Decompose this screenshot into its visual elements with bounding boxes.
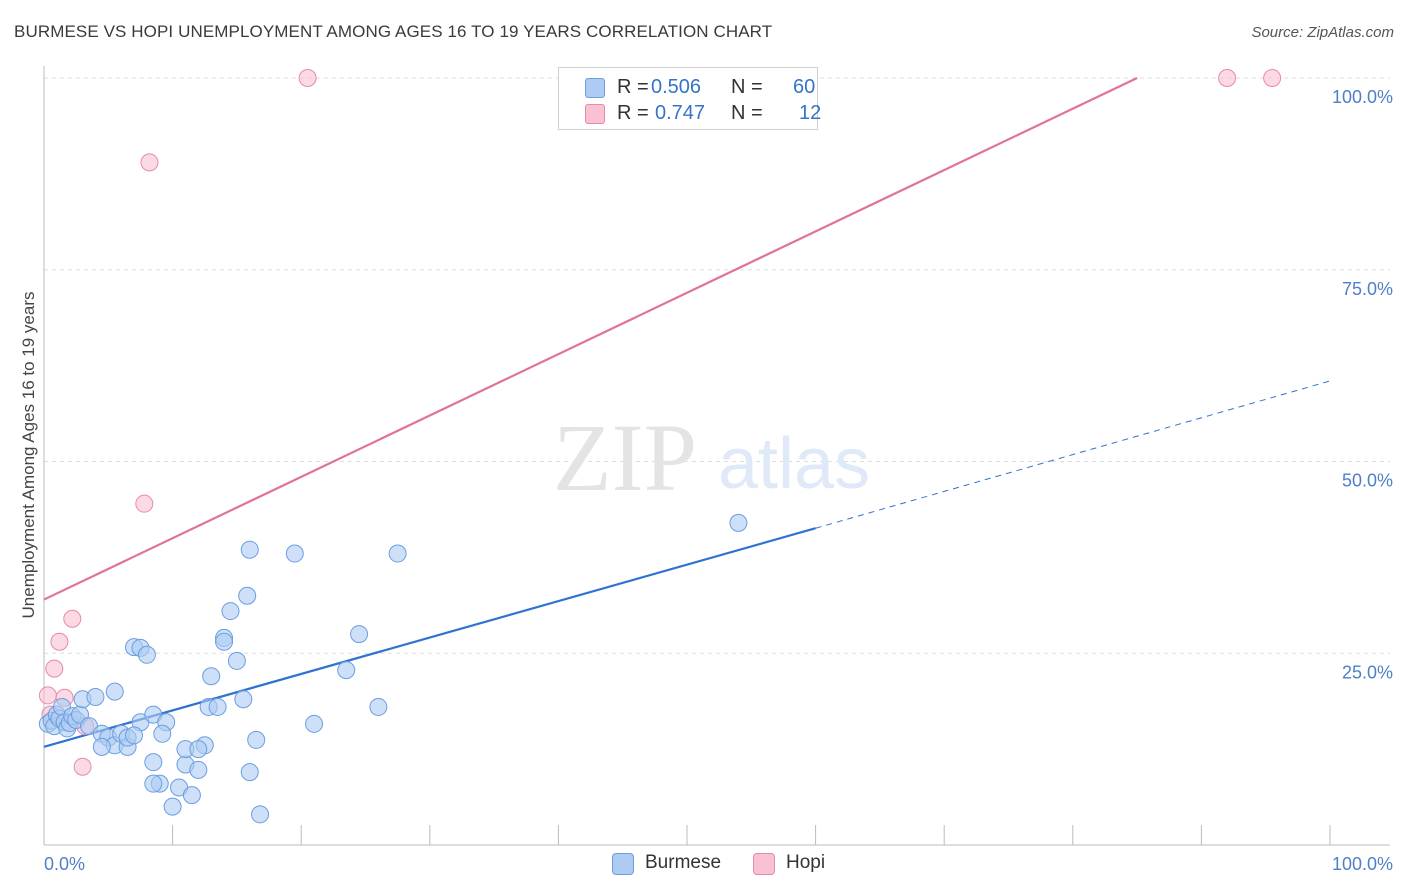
burmese-point	[238, 586, 257, 605]
hopi-trend-line	[43, 77, 1138, 601]
hopi-point	[63, 609, 82, 628]
burmese-point	[285, 544, 304, 563]
points-layer	[38, 69, 1282, 824]
legend-r-label: R =	[617, 102, 649, 124]
burmese-point	[240, 540, 259, 559]
burmese-point	[182, 786, 201, 805]
bottom-legend-swatch-hopi	[753, 853, 775, 875]
x-tick-label: 0.0%	[44, 854, 85, 874]
hopi-point	[298, 69, 317, 87]
burmese-point	[137, 645, 156, 664]
source-label: Source: ZipAtlas.com	[1251, 24, 1394, 41]
correlation-legend: R = 0.506 N = 60 R = 0.747 N = 12	[558, 67, 822, 130]
legend-n-value-hopi: 12	[799, 102, 822, 124]
burmese-point	[350, 625, 369, 644]
burmese-point	[240, 763, 259, 782]
legend-r-value-burmese: 0.506	[651, 76, 702, 98]
burmese-trend-extension	[815, 380, 1331, 529]
burmese-point	[227, 651, 246, 670]
chart-title: BURMESE VS HOPI UNEMPLOYMENT AMONG AGES …	[14, 22, 773, 41]
watermark-zip: ZIP	[553, 404, 697, 511]
burmese-point	[221, 602, 240, 621]
burmese-point	[247, 730, 266, 749]
grid-layer	[44, 77, 1390, 654]
hopi-point	[1263, 69, 1282, 87]
hopi-point	[140, 153, 159, 172]
burmese-point	[86, 687, 105, 706]
burmese-point	[189, 740, 208, 759]
burmese-point	[144, 774, 163, 793]
y-axis-label: Unemployment Among Ages 16 to 19 years	[19, 291, 38, 619]
watermark: ZIP atlas	[553, 404, 870, 511]
burmese-point	[234, 690, 253, 709]
hopi-point	[1218, 69, 1237, 87]
axes-layer	[43, 66, 1390, 846]
burmese-point	[251, 805, 270, 824]
trend-layer	[43, 77, 1331, 748]
burmese-point	[215, 632, 234, 651]
burmese-point	[105, 682, 124, 701]
legend-n-value-burmese: 60	[793, 76, 816, 98]
burmese-trend-line	[43, 527, 816, 748]
y-tick-label: 75.0%	[1342, 279, 1393, 299]
legend-r-value-hopi: 0.747	[655, 102, 706, 124]
x-tick-label: 100.0%	[1332, 854, 1393, 874]
burmese-point	[125, 726, 144, 745]
burmese-point	[305, 714, 324, 733]
burmese-point	[369, 697, 388, 716]
burmese-point	[337, 661, 356, 680]
legend-swatch-burmese	[585, 78, 605, 98]
hopi-point	[73, 757, 92, 776]
legend-swatch-hopi	[585, 104, 605, 124]
tick-labels: 25.0% 50.0% 75.0% 100.0% 0.0% 100.0%	[44, 87, 1393, 874]
burmese-point	[729, 513, 748, 532]
y-tick-label: 25.0%	[1342, 662, 1393, 682]
watermark-atlas: atlas	[718, 424, 870, 504]
hopi-point	[135, 494, 154, 513]
y-tick-label: 100.0%	[1332, 87, 1393, 107]
burmese-point	[92, 737, 111, 756]
burmese-point	[202, 667, 221, 686]
burmese-point	[189, 760, 208, 779]
burmese-point	[388, 544, 407, 563]
burmese-point	[153, 724, 172, 743]
y-tick-label: 50.0%	[1342, 471, 1393, 491]
bottom-legend-label-hopi: Hopi	[786, 852, 826, 873]
hopi-point	[38, 686, 57, 705]
legend-n-label: N =	[731, 102, 763, 124]
burmese-point	[208, 697, 227, 716]
burmese-point	[163, 797, 182, 816]
legend-n-label: N =	[731, 76, 763, 98]
hopi-point	[45, 659, 64, 678]
legend-r-label: R =	[617, 76, 649, 98]
bottom-legend-label-burmese: Burmese	[645, 852, 722, 873]
burmese-point	[144, 753, 163, 772]
hopi-point	[50, 632, 69, 651]
bottom-legend-swatch-burmese	[612, 853, 634, 875]
